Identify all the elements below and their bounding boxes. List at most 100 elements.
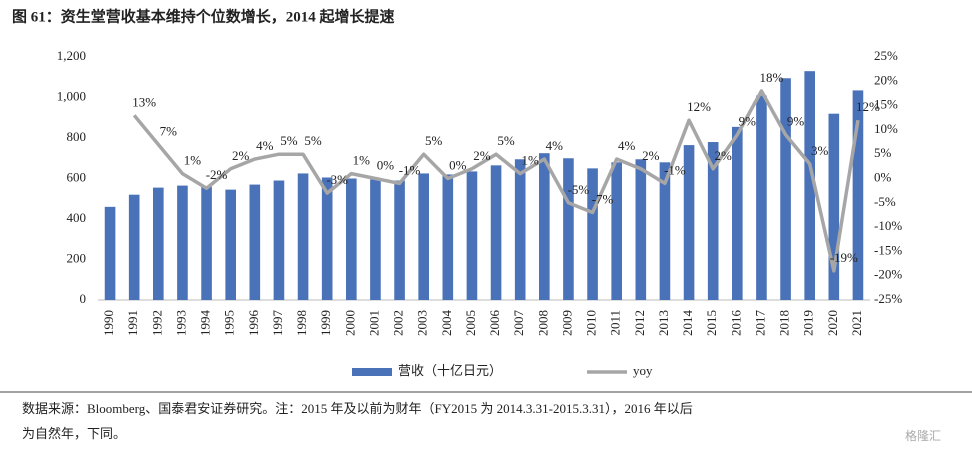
data-label: 0% [449,157,467,172]
y-tick-label: 1,200 [57,48,86,63]
bar [273,180,285,300]
bar [611,162,622,300]
bar [466,171,478,300]
x-tick-label: 2000 [342,310,357,336]
data-label: 9% [739,114,757,129]
y2-tick-label: -5% [874,194,896,209]
data-label: 5% [497,133,515,148]
y2-tick-label: 5% [874,145,892,160]
y-tick-label: 400 [67,210,87,225]
x-tick-label: 2015 [704,310,719,336]
x-tick-label: 1999 [318,310,333,336]
data-label: 13% [132,94,156,109]
bar [707,142,719,300]
data-label: -1% [664,162,686,177]
bar [321,177,333,300]
source-note: 数据来源：Bloomberg、国泰君安证券研究。注：2015 年及以前为财年（F… [22,401,693,416]
x-tick-label: 1993 [173,310,188,336]
y-tick-label: 0 [80,291,87,306]
x-tick-label: 2004 [439,310,454,337]
x-tick-label: 2013 [656,310,671,336]
watermark: 格隆汇 [905,428,941,443]
x-tick-label: 1992 [149,310,164,336]
bar [394,180,405,300]
y2-tick-label: -25% [874,291,902,306]
x-tick-label: 2001 [366,310,381,336]
bar [418,173,429,300]
y2-tick-label: -20% [874,267,902,282]
x-tick-label: 2012 [632,310,647,336]
bar [804,71,815,300]
y2-tick-label: 10% [874,121,898,136]
bar [225,189,236,300]
source-note: 为自然年，下同。 [22,426,126,441]
data-label: 5% [280,133,298,148]
x-tick-label: 2021 [849,310,864,336]
x-tick-label: 1996 [246,310,261,337]
x-tick-label: 2005 [463,310,478,336]
data-label: -7% [592,192,614,207]
x-tick-label: 1991 [125,310,140,336]
x-tick-label: 1998 [294,310,309,336]
y-tick-label: 800 [67,129,87,144]
data-label: 1% [184,153,202,168]
bar [659,162,671,300]
x-tick-label: 1990 [101,310,116,336]
x-tick-label: 1994 [198,310,213,337]
bar [370,179,381,300]
data-label: 4% [256,138,274,153]
data-label: 9% [787,114,805,129]
data-label: 12% [856,99,880,114]
y2-tick-label: 20% [874,72,898,87]
x-tick-label: 2016 [728,310,743,337]
data-label: 5% [425,133,443,148]
data-label: 2% [473,148,491,163]
bar [563,158,574,300]
bar [249,184,261,300]
bar [756,95,767,300]
bar [780,78,791,300]
bar [539,153,550,300]
bar [297,173,309,300]
x-tick-label: 2006 [487,310,502,337]
x-tick-label: 2002 [391,310,406,336]
x-tick-label: 2009 [559,310,574,336]
y-tick-label: 1,000 [57,88,86,103]
data-label: 5% [304,133,322,148]
bar [587,168,598,300]
data-label: 4% [546,138,564,153]
x-tick-label: 2014 [680,310,695,337]
x-tick-label: 2003 [415,310,430,336]
data-label: -19% [830,250,858,265]
data-label: 2% [232,148,250,163]
data-label: 1% [353,153,371,168]
y-tick-label: 200 [67,250,87,265]
x-tick-label: 2011 [608,310,623,336]
data-label: -5% [568,182,590,197]
x-tick-label: 2017 [752,310,767,337]
bar [490,165,502,300]
legend-label: 营收（十亿日元） [398,363,502,378]
line [132,89,860,273]
data-label: 12% [687,99,711,114]
data-label: 7% [160,123,178,138]
x-tick-label: 2010 [584,310,599,336]
bar [128,194,140,300]
bar [683,145,695,300]
y2-tick-label: 0% [874,169,892,184]
x-tick-label: 1995 [222,310,237,336]
x-tick-label: 2008 [535,310,550,336]
legend-label: yoy [633,363,653,378]
x-tick-label: 2020 [825,310,840,336]
bar [201,186,212,300]
data-label: 4% [618,138,636,153]
x-tick-label: 2019 [801,310,816,336]
bar [828,113,840,300]
bar [346,178,357,300]
y2-tick-label: 15% [874,97,898,112]
bar [732,126,743,300]
legend-swatch [352,368,392,376]
data-label: -1% [399,162,421,177]
bar [852,90,864,300]
data-label: -3% [326,172,348,187]
